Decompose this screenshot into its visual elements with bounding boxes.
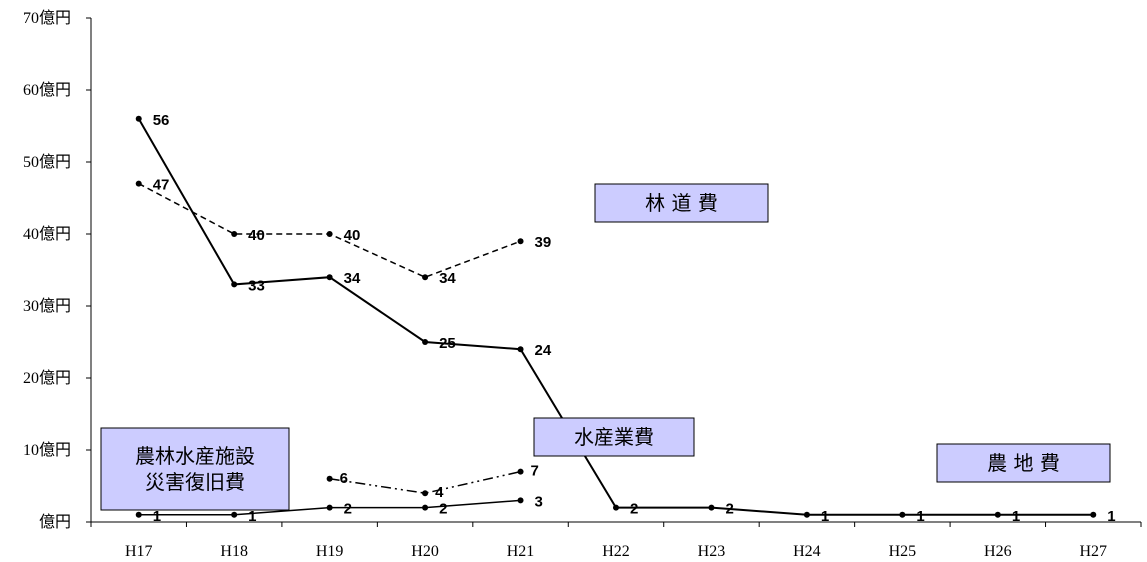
data-point — [326, 475, 333, 482]
data-label: 1 — [1012, 508, 1020, 525]
x-tick-label: H24 — [793, 543, 821, 560]
x-tick-label: H25 — [889, 543, 917, 560]
data-label: 33 — [248, 277, 265, 294]
data-label: 24 — [535, 342, 552, 359]
data-label: 47 — [153, 177, 170, 194]
x-tick-label: H20 — [411, 543, 439, 560]
series-line — [135, 115, 1097, 518]
data-point — [135, 115, 142, 122]
annotation-box: 林 道 費 — [594, 183, 769, 223]
data-point — [326, 504, 333, 511]
y-tick-label: 40億円 — [23, 225, 71, 243]
data-point — [422, 490, 429, 497]
x-tick-label: H27 — [1079, 543, 1107, 560]
data-label: 40 — [248, 227, 265, 244]
data-label: 1 — [153, 508, 161, 525]
data-point — [135, 180, 142, 187]
series-path — [138, 182, 521, 279]
data-label: 34 — [344, 270, 361, 287]
data-label: 2 — [344, 501, 352, 518]
data-point — [231, 231, 238, 237]
y-tick-label: 60億円 — [23, 81, 71, 99]
data-point — [899, 511, 906, 518]
data-label: 40 — [344, 227, 361, 244]
x-tick-label: H23 — [698, 543, 726, 560]
data-label: 1 — [821, 508, 829, 525]
data-point — [517, 468, 524, 475]
series-path — [329, 470, 521, 494]
tick-labels: 億円 10億円 20億円 30億円 40億円 50億円 60億円 70億円 H17 H18 H19 H… — [23, 9, 1107, 560]
axes — [86, 17, 1142, 527]
data-point — [613, 504, 619, 511]
data-label: 1 — [248, 508, 256, 525]
data-label: 7 — [531, 463, 539, 480]
data-point — [517, 238, 524, 245]
data-label: 2 — [439, 501, 447, 518]
data-point — [422, 339, 429, 345]
data-point — [231, 511, 238, 518]
data-point — [422, 504, 429, 511]
data-label: 56 — [153, 112, 170, 129]
data-label: 25 — [439, 335, 456, 352]
annotation-background — [100, 427, 290, 511]
x-tick-label: H17 — [125, 543, 153, 560]
y-tick-label: 50億円 — [23, 153, 71, 171]
annotation-label: 農林水産施設 — [135, 444, 255, 468]
data-point — [326, 231, 333, 237]
x-tick-label: H26 — [984, 543, 1012, 560]
data-point — [1090, 511, 1097, 518]
data-point — [517, 497, 524, 504]
series-layer — [135, 115, 1097, 518]
data-label: 2 — [630, 501, 638, 518]
y-tick-label: 10億円 — [23, 441, 71, 459]
data-point — [517, 346, 524, 353]
x-tick-label: H21 — [507, 543, 535, 560]
annotation-label: 林 道 費 — [645, 191, 718, 215]
series-line — [326, 468, 524, 497]
data-label: 3 — [535, 493, 543, 510]
annotation-label: 農 地 費 — [987, 451, 1060, 475]
series-line — [135, 497, 524, 518]
series-line — [135, 180, 524, 281]
data-point — [803, 511, 810, 518]
annotation-label: 水産業費 — [574, 425, 654, 449]
data-point — [326, 274, 333, 281]
data-label: 6 — [340, 470, 348, 487]
x-tick-label: H22 — [602, 543, 630, 560]
data-point — [994, 511, 1001, 518]
y-tick-label: 30億円 — [23, 297, 71, 315]
annotation-label: 災害復旧費 — [145, 470, 245, 494]
data-label: 1 — [1107, 508, 1115, 525]
data-point — [231, 281, 238, 288]
annotation-background — [594, 183, 769, 223]
annotation-background — [936, 443, 1111, 483]
data-label: 1 — [916, 508, 924, 525]
y-tick-label: 70億円 — [23, 9, 71, 27]
x-tick-label: H19 — [316, 543, 344, 560]
data-label: 4 — [435, 484, 444, 501]
data-point — [135, 511, 142, 518]
annotation-box: 水産業費 — [533, 417, 695, 457]
y-tick-label: 20億円 — [23, 369, 71, 387]
y-tick-label: 億円 — [39, 513, 71, 531]
data-point — [422, 274, 429, 281]
data-label: 2 — [725, 501, 733, 518]
data-label: 34 — [439, 270, 456, 287]
annotation-box: 農 地 費 — [936, 443, 1111, 483]
annotation-background — [533, 417, 695, 457]
data-label: 39 — [535, 234, 552, 251]
x-tick-label: H18 — [220, 543, 248, 560]
data-point — [708, 504, 715, 511]
